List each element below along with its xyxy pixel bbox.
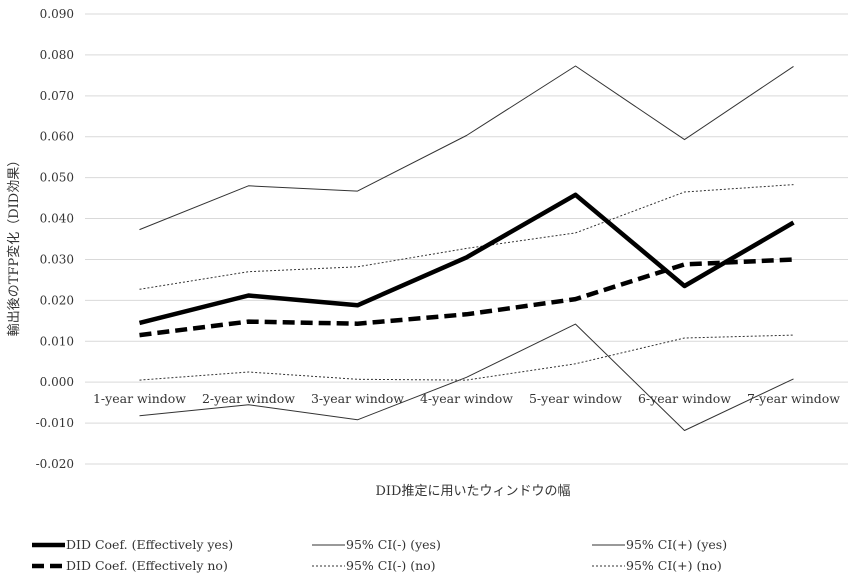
x-tick-label: 6-year window [638,391,731,406]
y-tick-label: 0.070 [40,89,74,103]
y-tick-label: 0.060 [40,130,74,144]
y-axis-label: 輸出後のTFP変化（DID効果） [6,154,22,336]
x-tick-label: 5-year window [529,391,622,406]
series-line [139,323,794,431]
y-tick-label: 0.080 [40,48,74,62]
series-lines [138,65,795,431]
y-tick-label: 0.020 [40,293,74,307]
series-line [139,65,794,231]
y-tick-labels: -0.020 -0.010 0.000 0.010 0.020 0.030 0.040 0.0… [36,7,74,471]
x-tick-labels: 1-year window 2-year window 3-year window 4… [93,391,840,406]
x-tick-label: 3-year window [311,391,404,406]
y-tick-label: 0.000 [40,375,74,389]
y-tick-label: 0.090 [40,7,74,21]
x-tick-label: 4-year window [420,391,513,406]
y-tick-label: 0.010 [40,334,74,348]
x-tick-label: 2-year window [202,391,295,406]
y-tick-label: 0.030 [40,252,74,266]
legend-label: 95% CI(+) (no) [626,558,722,573]
y-tick-label: 0.050 [40,171,74,185]
legend-label: 95% CI(+) (yes) [626,537,727,552]
legend-label: DID Coef. (Effectively no) [66,558,228,573]
legend-label: 95% CI(-) (yes) [346,537,441,552]
x-axis-label: DID推定に用いたウィンドウの幅 [376,484,571,499]
y-tick-label: -0.020 [36,457,74,471]
legend-label: DID Coef. (Effectively yes) [66,537,233,552]
legend: DID Coef. (Effectively yes) 95% CI(-) (ye… [32,537,727,573]
series-line [138,192,795,326]
series-line [139,257,794,338]
series-line [139,334,794,381]
y-tick-label: 0.040 [40,212,74,226]
x-tick-label: 1-year window [93,391,186,406]
series-line [139,184,794,290]
x-tick-label: 7-year window [747,391,840,406]
legend-label: 95% CI(-) (no) [346,558,436,573]
y-tick-label: -0.010 [36,416,74,430]
